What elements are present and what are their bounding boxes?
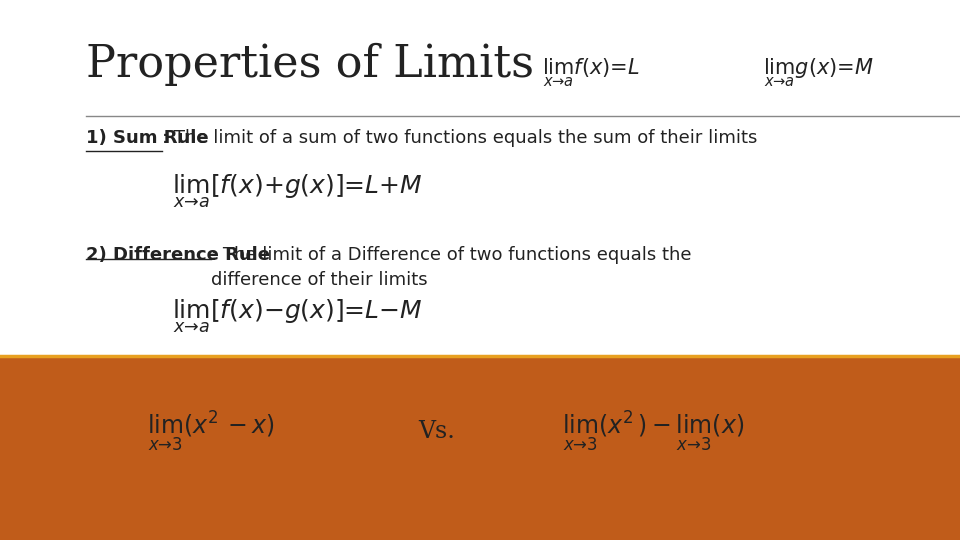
Text: Vs.: Vs. — [419, 421, 455, 443]
Text: Properties of Limits: Properties of Limits — [86, 43, 535, 86]
Text: $\lim_{x \to a} g(x) = M$: $\lim_{x \to a} g(x) = M$ — [763, 57, 874, 89]
Text: $\lim_{x \to a}\left[f(x)+g(x)\right]= L+M$: $\lim_{x \to a}\left[f(x)+g(x)\right]= L… — [172, 173, 423, 211]
Text: $\lim_{x \to a}\left[f(x)-g(x)\right]= L-M$: $\lim_{x \to a}\left[f(x)-g(x)\right]= L… — [172, 297, 423, 335]
Text: $\lim_{x \to 3}\left(x^{2}\right)-\lim_{x \to 3}\left(x\right)$: $\lim_{x \to 3}\left(x^{2}\right)-\lim_{… — [562, 410, 744, 454]
Text: 1) Sum Rule: 1) Sum Rule — [86, 129, 209, 147]
Text: $\lim_{x \to 3}\left(x^{2}-x\right)$: $\lim_{x \to 3}\left(x^{2}-x\right)$ — [148, 410, 275, 454]
Text: : The limit of a sum of two functions equals the sum of their limits: : The limit of a sum of two functions eq… — [162, 129, 757, 147]
Text: : The limit of a Difference of two functions equals the
difference of their limi: : The limit of a Difference of two funct… — [211, 246, 691, 289]
Bar — [0, 356, 960, 540]
Text: $\lim_{x \to a} f(x) = L$: $\lim_{x \to a} f(x) = L$ — [542, 57, 640, 89]
Text: 2) Difference Rule: 2) Difference Rule — [86, 246, 271, 264]
